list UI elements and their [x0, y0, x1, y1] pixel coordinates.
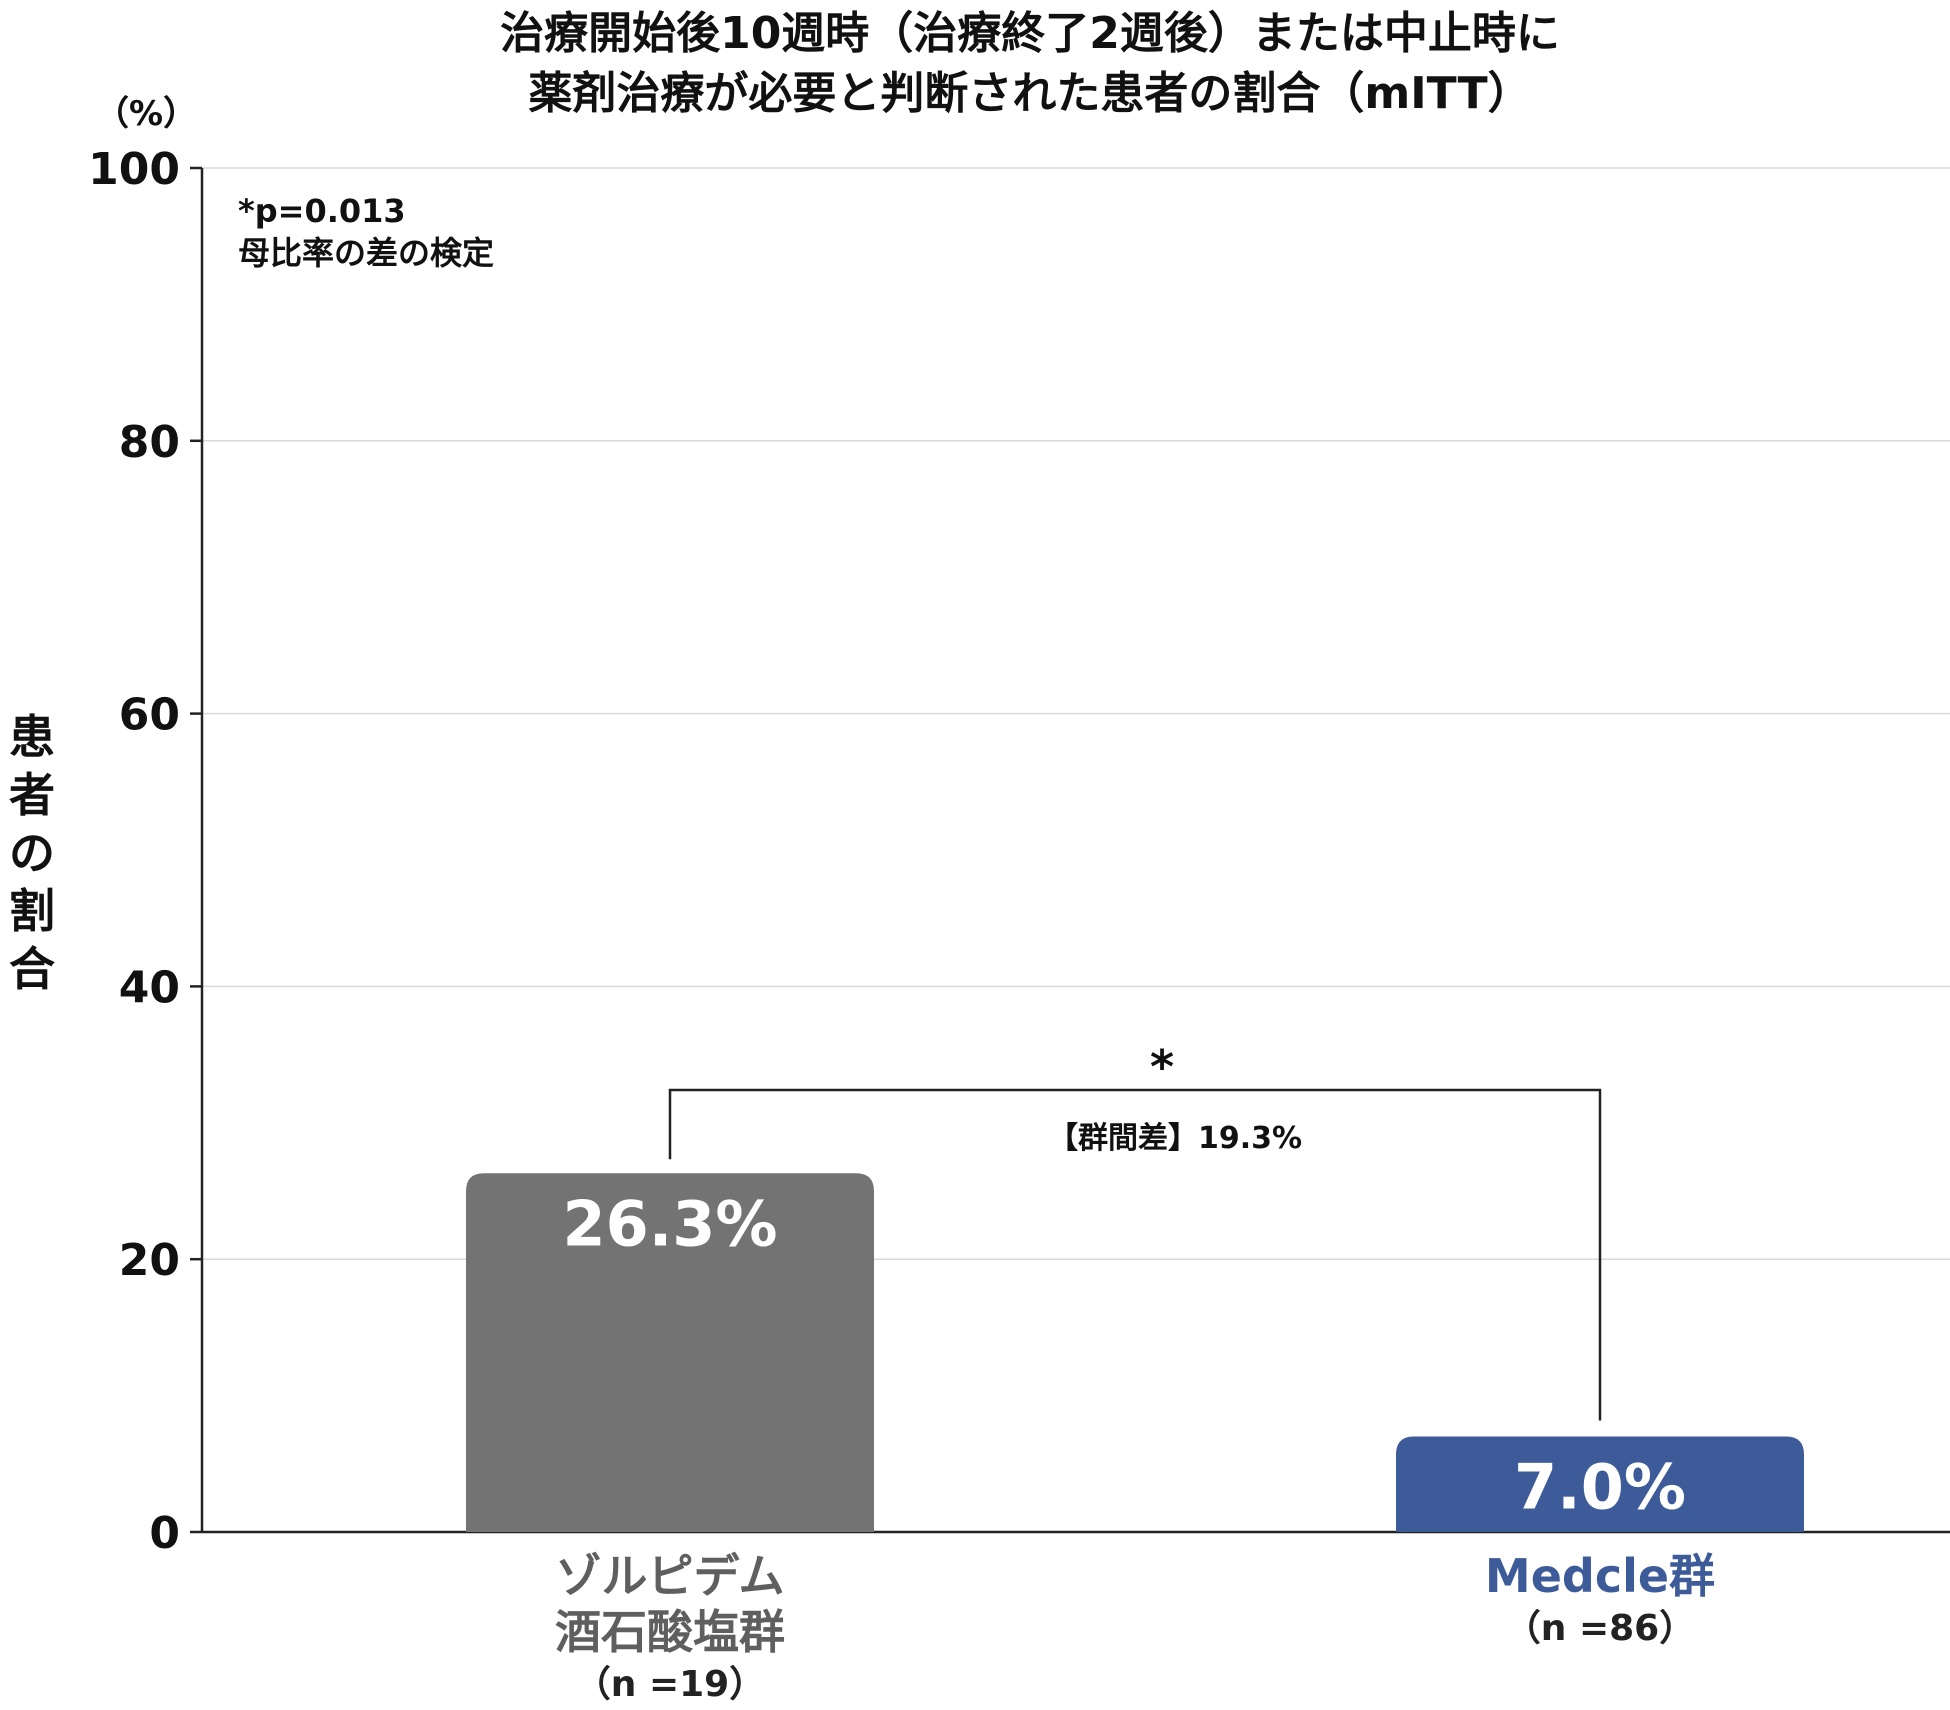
- chart-title-line1: 治療開始後10週時（治療終了2週後）または中止時に: [500, 8, 1560, 59]
- y-tick-label: 20: [119, 1235, 180, 1286]
- significance-bracket: [668, 1088, 1602, 1421]
- category-name-line2: 酒石酸塩群: [555, 1605, 785, 1659]
- chart-title: 治療開始後10週時（治療終了2週後）または中止時に 薬剤治療が必要と判断された患…: [300, 4, 1760, 124]
- category-name-line1: ゾルピデム: [555, 1549, 785, 1603]
- bar-value-label: 7.0%: [1514, 1451, 1686, 1524]
- category-n-label: （n =19）: [574, 1664, 766, 1705]
- significance-marker: *: [1150, 1040, 1175, 1094]
- category-label-zolpidem: ゾルピデム 酒石酸塩群 （n =19）: [510, 1548, 830, 1710]
- group-difference-label: 【群間差】19.3%: [1048, 1121, 1303, 1156]
- y-tick-label: 40: [119, 962, 180, 1013]
- bar-value-label: 26.3%: [562, 1187, 777, 1260]
- bar: [1396, 1436, 1804, 1532]
- category-n-label: （n =86）: [1504, 1608, 1696, 1649]
- bar: [466, 1173, 874, 1532]
- y-axis-unit: （%）: [95, 94, 198, 134]
- y-tick-label: 60: [119, 690, 180, 741]
- y-tick-label: 100: [88, 144, 180, 195]
- y-axis-label: 患者の割合: [9, 710, 55, 996]
- category-label-medcle: Medcle群 （n =86）: [1400, 1548, 1800, 1654]
- category-name-line1: Medcle群: [1484, 1549, 1716, 1603]
- test-method-note: 母比率の差の検定: [238, 234, 495, 272]
- stat-note: *p=0.013 母比率の差の検定: [238, 190, 494, 274]
- y-tick-label: 0: [149, 1508, 180, 1559]
- chart-title-line2: 薬剤治療が必要と判断された患者の割合（mITT）: [528, 68, 1532, 119]
- y-tick-label: 80: [119, 417, 180, 468]
- p-value-note: *p=0.013: [238, 192, 406, 230]
